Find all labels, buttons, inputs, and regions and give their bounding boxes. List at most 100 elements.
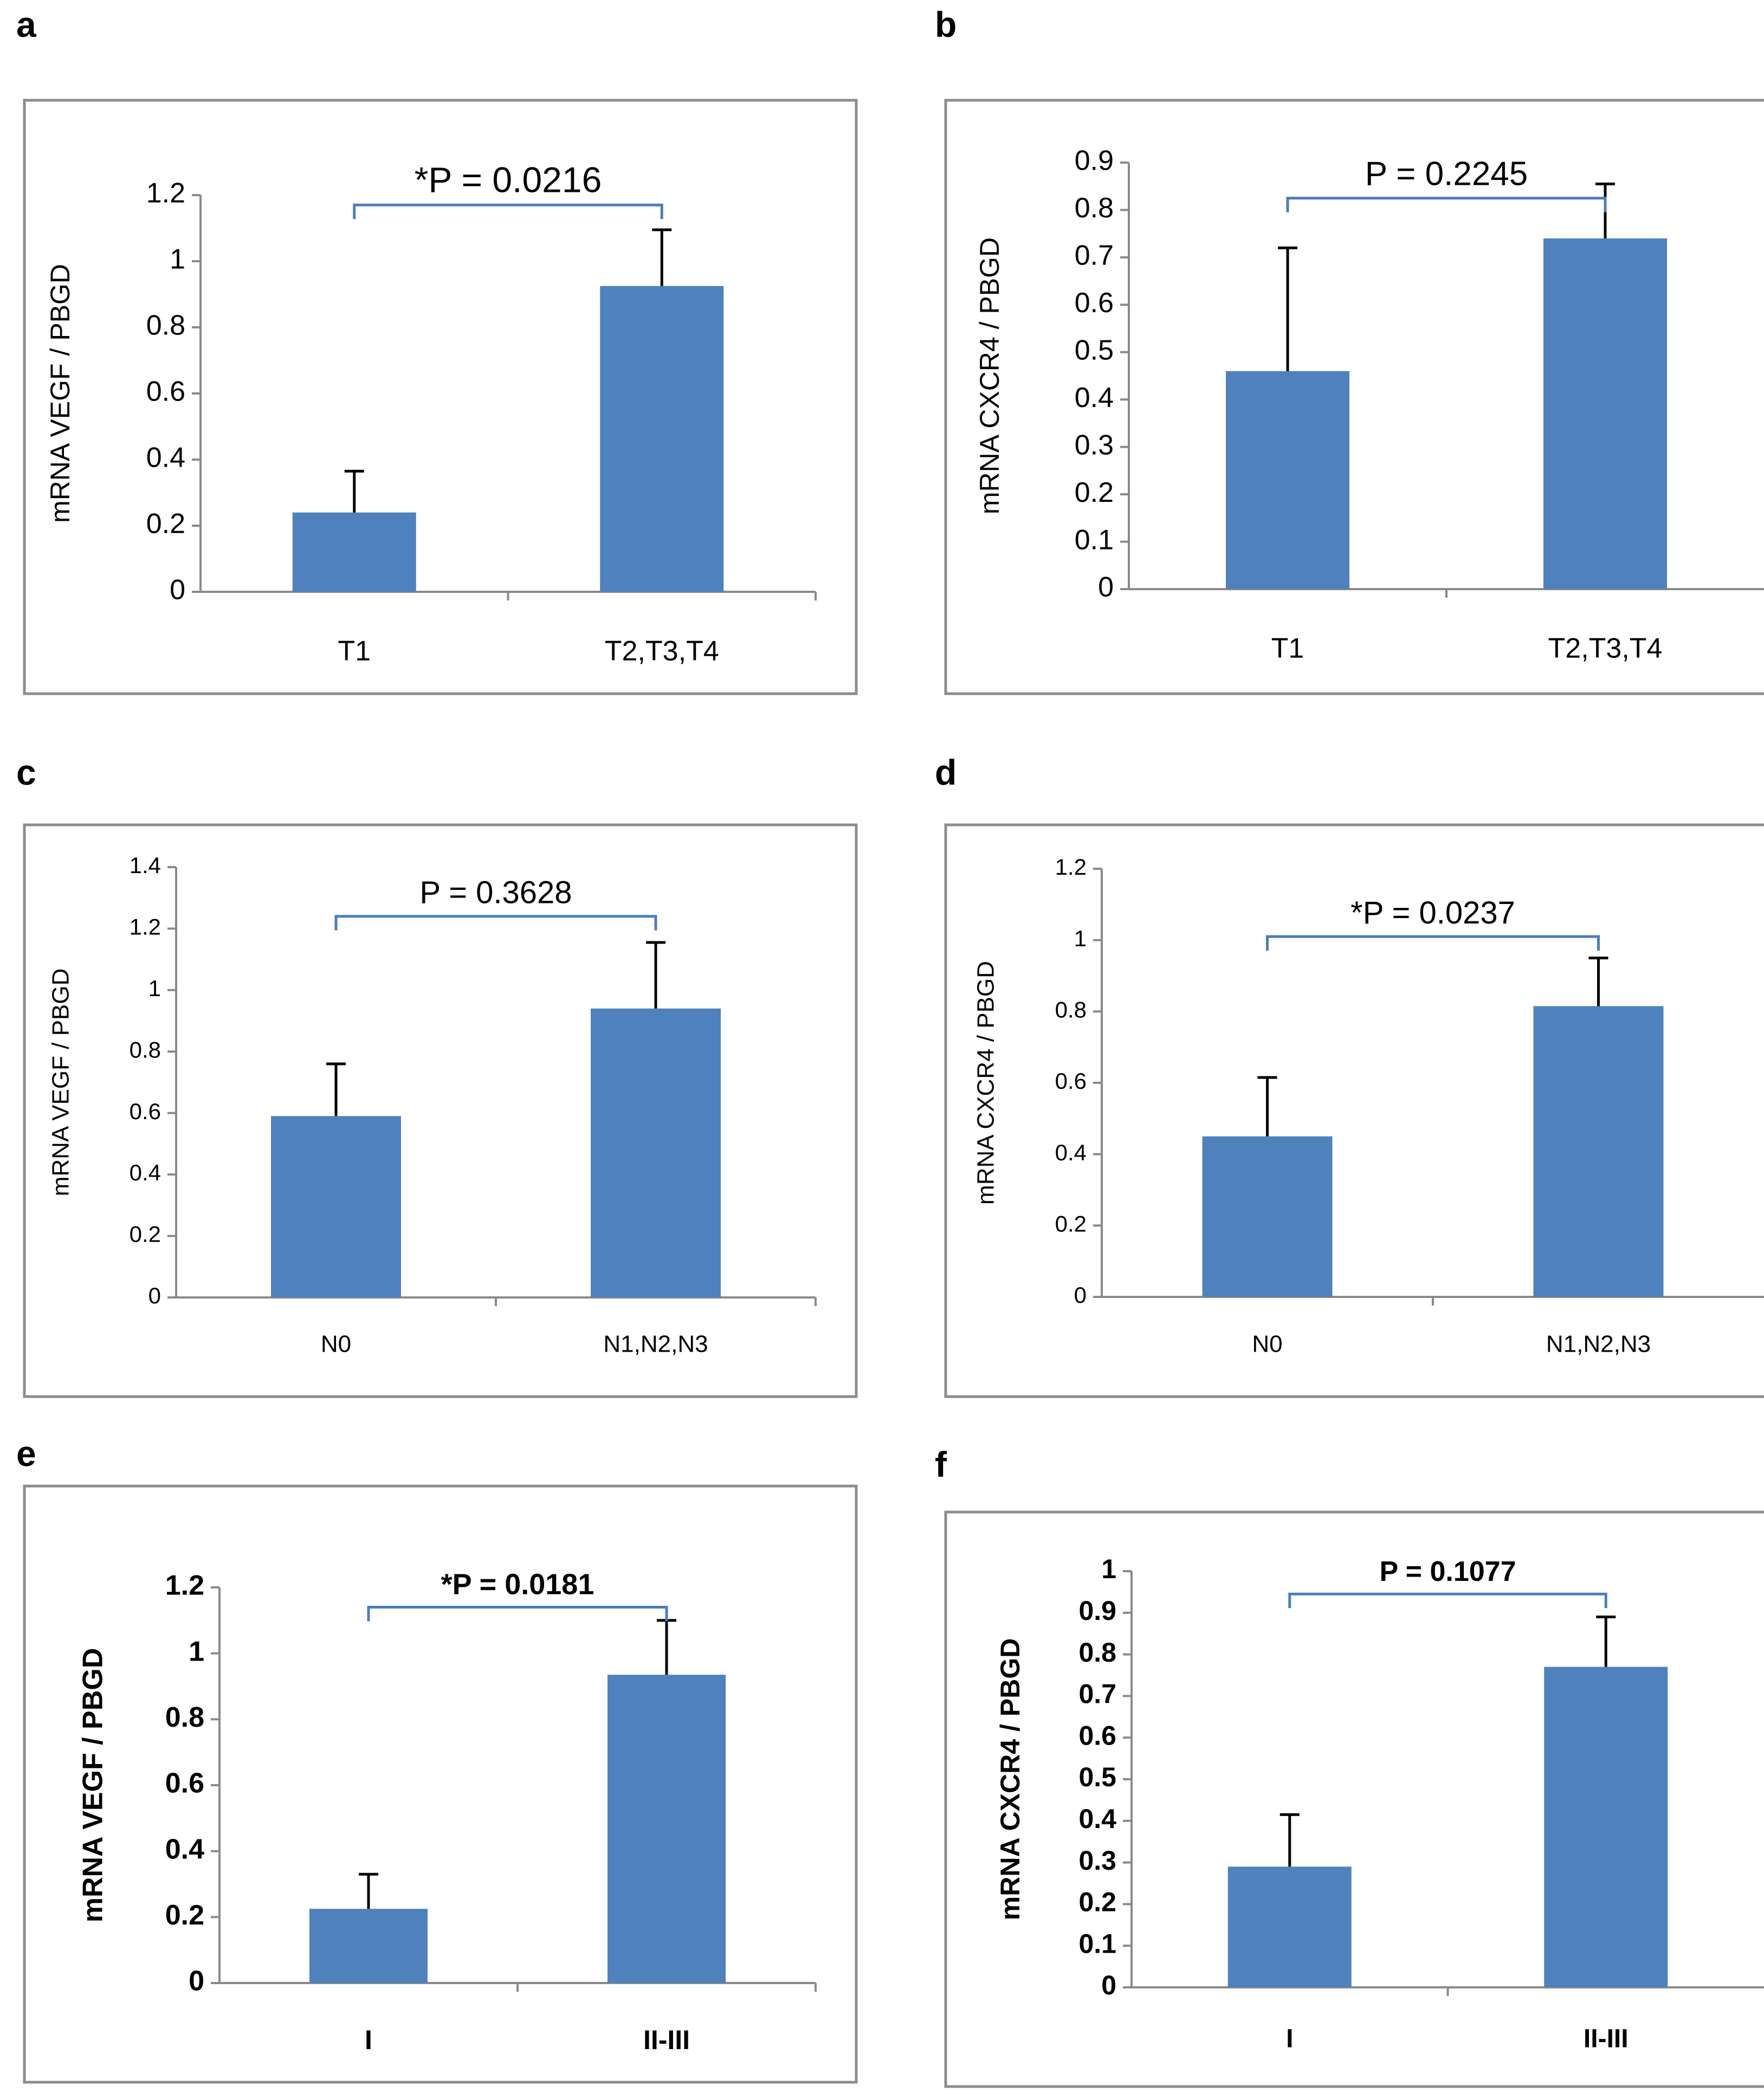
y-tick-label-f: 0.3 <box>1078 1845 1116 1876</box>
p-value-label-f: P = 0.1077 <box>1379 1556 1516 1587</box>
category-label-e-2: II-III <box>643 2025 690 2055</box>
y-tick-label-d: 1.2 <box>1055 854 1087 880</box>
y-axis-title-e: mRNA VEGF / PBGD <box>77 1648 109 1923</box>
panel-e: e 0 0.2 0.4 0.6 0.8 1 1.2 I II-III *P = 0.0181 mRN… <box>16 1433 858 2084</box>
y-tick-label-d: 0.2 <box>1055 1211 1087 1236</box>
bar-b-2 <box>1543 238 1667 589</box>
y-tick-label-b: 0 <box>1098 572 1114 603</box>
bar-e-2 <box>608 1675 726 1983</box>
category-label-f-2: II-III <box>1584 2025 1629 2053</box>
y-axis-title-a: mRNA VEGF / PBGD <box>45 264 75 523</box>
panel-letter-f: f <box>935 1444 947 1484</box>
category-label-f-1: I <box>1286 2025 1293 2053</box>
category-label-e-1: I <box>365 2025 372 2055</box>
y-tick-label-b: 0.9 <box>1075 145 1114 177</box>
y-tick-label-f: 0.9 <box>1078 1596 1116 1626</box>
y-tick-label-c: 0.6 <box>130 1099 161 1124</box>
y-tick-label-d: 0 <box>1074 1282 1087 1308</box>
y-tick-label-a: 1 <box>170 244 185 275</box>
significance-bracket-f <box>1288 1592 1607 1609</box>
y-tick-label-a: 0 <box>170 574 185 606</box>
bar-a-1 <box>292 512 416 592</box>
y-tick-label-f: 0.5 <box>1078 1762 1116 1792</box>
y-tick-label-b: 0.6 <box>1075 287 1114 319</box>
category-label-c-1: N0 <box>321 1331 351 1358</box>
y-tick-label-d: 0.4 <box>1055 1140 1087 1165</box>
y-axis-title-b: mRNA CXCR4 / PBGD <box>974 237 1005 514</box>
panel-letter-a: a <box>16 4 37 44</box>
y-axis-title-c: mRNA VEGF / PBGD <box>48 968 74 1197</box>
plot-b: 0 0.1 0.2 0.3 0.4 0.5 0.6 0.7 0.8 0.9 T1 T2,T3,T4 P … <box>974 145 1764 664</box>
category-label-a-1: T1 <box>338 636 371 667</box>
plot-f: 0 0.1 0.2 0.3 0.4 0.5 0.6 0.7 0.8 0.9 1 I II-III P = … <box>995 1554 1764 2053</box>
y-tick-label-d: 1 <box>1074 926 1087 951</box>
plot-c: 0 0.2 0.4 0.6 0.8 1 1.2 1.4 N0 N1,N2,N3 P = 0.3628… <box>48 852 817 1358</box>
panel-a: a 0 0.2 0.4 0.6 0.8 1 1.2 T1 T2,T3,T4 *P = 0.0216… <box>16 4 858 695</box>
y-tick-label-e: 1 <box>189 1636 204 1667</box>
y-tick-label-f: 0.4 <box>1078 1804 1116 1834</box>
p-value-label-e: *P = 0.0181 <box>441 1568 595 1601</box>
plot-e: 0 0.2 0.4 0.6 0.8 1 1.2 I II-III *P = 0.0181 mRNA … <box>77 1568 817 2055</box>
y-tick-label-c: 0.2 <box>130 1222 161 1247</box>
panel-b: b 0 0.1 0.2 0.3 0.4 0.5 0.6 0.7 0.8 0.9 T1 T2,T3,T4… <box>935 4 1764 695</box>
y-tick-label-a: 0.4 <box>146 442 185 474</box>
category-label-c-2: N1,N2,N3 <box>603 1331 708 1358</box>
y-tick-label-b: 0.2 <box>1075 477 1114 508</box>
bar-c-2 <box>591 1008 721 1297</box>
y-tick-label-e: 1.2 <box>165 1570 204 1601</box>
y-tick-label-b: 0.7 <box>1075 240 1114 272</box>
y-tick-label-d: 0.6 <box>1055 1068 1087 1094</box>
significance-bracket-d <box>1266 935 1600 951</box>
p-value-label-d: *P = 0.0237 <box>1351 895 1515 931</box>
y-tick-label-f: 0.1 <box>1078 1928 1116 1959</box>
y-tick-label-e: 0.4 <box>165 1833 204 1865</box>
panel-letter-c: c <box>16 752 36 792</box>
bar-f-1 <box>1227 1867 1352 1987</box>
bar-b-1 <box>1226 371 1349 589</box>
y-tick-label-c: 1.2 <box>130 914 161 940</box>
y-tick-label-b: 0.4 <box>1075 382 1114 414</box>
bar-f-2 <box>1544 1667 1668 1987</box>
y-tick-label-c: 1 <box>148 976 161 1001</box>
category-label-a-2: T2,T3,T4 <box>605 636 719 667</box>
bar-a-2 <box>600 286 724 592</box>
y-tick-label-c: 0.4 <box>130 1160 161 1185</box>
p-value-label-c: P = 0.3628 <box>419 875 572 910</box>
category-label-d-2: N1,N2,N3 <box>1546 1331 1651 1358</box>
y-tick-label-b: 0.3 <box>1075 429 1114 461</box>
p-value-label-b: P = 0.2245 <box>1365 156 1528 193</box>
y-tick-label-f: 0.6 <box>1078 1720 1116 1751</box>
y-tick-label-f: 0.7 <box>1078 1679 1116 1709</box>
p-value-label-a: *P = 0.0216 <box>415 159 602 199</box>
bar-e-1 <box>309 1909 428 1983</box>
category-label-d-1: N0 <box>1252 1331 1282 1358</box>
bar-c-1 <box>271 1116 401 1297</box>
y-tick-label-e: 0.8 <box>165 1702 204 1733</box>
panel-letter-d: d <box>935 752 957 792</box>
significance-bracket-e <box>367 1606 668 1622</box>
category-label-b-2: T2,T3,T4 <box>1548 633 1663 664</box>
y-tick-label-d: 0.8 <box>1055 997 1087 1022</box>
plot-a: 0 0.2 0.4 0.6 0.8 1 1.2 T1 T2,T3,T4 *P = 0.0216 mR… <box>45 159 817 667</box>
y-axis-title-f: mRNA CXCR4 / PBGD <box>995 1638 1025 1920</box>
y-tick-label-c: 0.8 <box>130 1037 161 1062</box>
y-tick-label-a: 0.6 <box>146 376 185 408</box>
bar-d-2 <box>1533 1006 1664 1297</box>
y-tick-label-a: 0.2 <box>146 508 185 540</box>
chart-frame-e <box>23 1484 858 2084</box>
y-tick-label-f: 1 <box>1101 1554 1116 1584</box>
panel-c: c 0 0.2 0.4 0.6 0.8 1 1.2 1.4 N0 N1,N2,N3 P = 0.36… <box>16 752 858 1398</box>
panel-f: f 0 0.1 0.2 0.3 0.4 0.5 0.6 0.7 0.8 0.9 1 I II-III P … <box>935 1444 1764 2088</box>
y-tick-label-e: 0.6 <box>165 1768 204 1799</box>
significance-bracket-c <box>334 915 657 931</box>
y-axis-title-d: mRNA CXCR4 / PBGD <box>973 961 999 1205</box>
y-tick-label-b: 0.1 <box>1075 524 1114 556</box>
y-tick-label-a: 1.2 <box>146 178 185 209</box>
bar-d-1 <box>1202 1136 1333 1297</box>
panel-letter-b: b <box>935 4 957 44</box>
significance-bracket-a <box>353 203 663 219</box>
y-tick-label-a: 0.8 <box>146 310 185 341</box>
y-tick-label-c: 0 <box>148 1283 161 1308</box>
y-tick-label-f: 0.2 <box>1078 1887 1116 1917</box>
